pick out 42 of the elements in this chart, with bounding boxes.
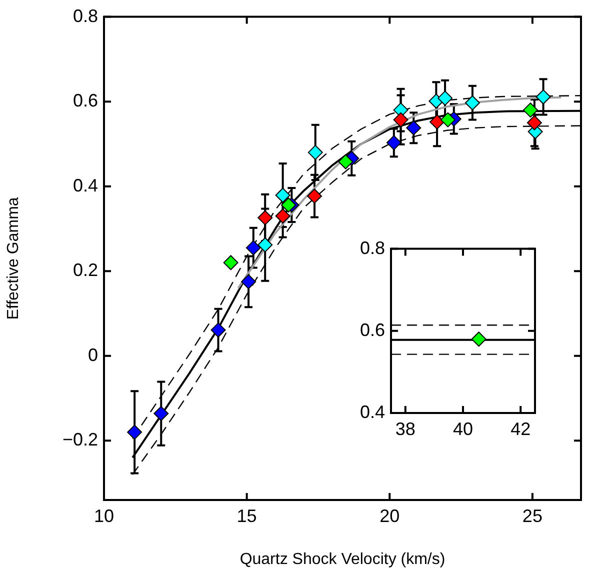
point [438, 90, 453, 106]
y-tick-label: 0.4 [72, 175, 98, 196]
point [393, 112, 408, 128]
x-tick-label: 38 [395, 418, 416, 439]
y-tick-label: −0.2 [62, 430, 98, 450]
x-tick-label: 10 [94, 506, 114, 526]
point [406, 120, 422, 136]
point [275, 208, 290, 224]
y-tick-label: 0 [88, 344, 98, 365]
x-tick-label: 40 [452, 418, 474, 439]
point [275, 188, 290, 203]
point [522, 102, 538, 118]
point [526, 115, 542, 130]
y-tick-label: 0.2 [72, 260, 98, 280]
x-tick-label: 15 [236, 506, 257, 526]
point [127, 424, 142, 440]
y-tick-label: 0.8 [72, 6, 98, 26]
x-tick-label: 42 [510, 418, 531, 439]
point [246, 240, 261, 256]
point [281, 197, 296, 212]
y-tick-label: 0.6 [72, 90, 98, 111]
point [338, 154, 354, 170]
point [386, 135, 402, 150]
point [307, 188, 322, 204]
y-tick-label: 0.6 [360, 320, 385, 340]
point [258, 237, 273, 252]
x-axis-title: Quartz Shock Velocity (km/s) [240, 550, 446, 568]
point [210, 322, 226, 338]
point [258, 210, 273, 226]
point [241, 274, 256, 290]
x-tick-label: 25 [522, 506, 542, 526]
point [536, 89, 551, 104]
point [430, 114, 445, 130]
y-axis-title: Effective Gamma [5, 197, 22, 320]
y-tick-label: 0.8 [360, 238, 385, 258]
point [154, 406, 169, 422]
x-tick-label: 20 [380, 506, 400, 526]
y-tick-label: 0.4 [360, 402, 385, 422]
point [464, 95, 480, 110]
point [308, 144, 323, 160]
point [223, 255, 238, 270]
point [440, 112, 456, 128]
